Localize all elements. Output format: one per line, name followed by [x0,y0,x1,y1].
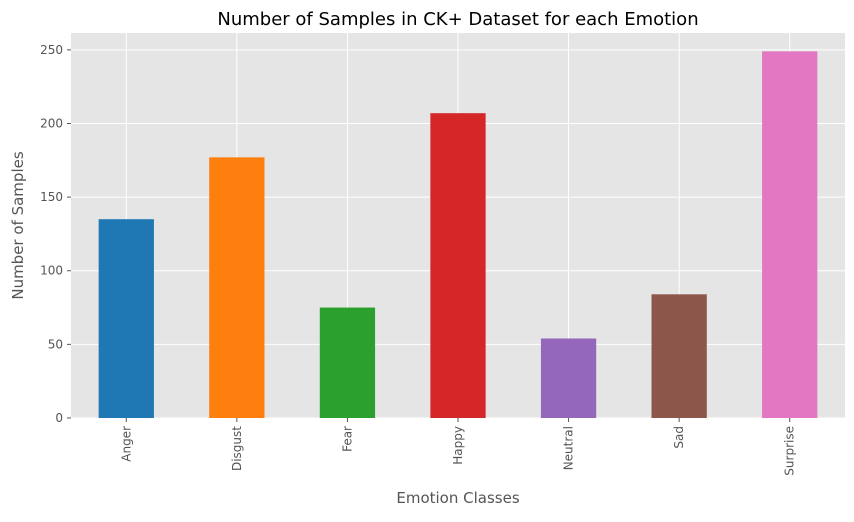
y-axis-label: Number of Samples [9,151,27,299]
y-tick-label: 250 [40,43,63,57]
bar-neutral [540,338,597,418]
chart-title: Number of Samples in CK+ Dataset for eac… [217,9,698,30]
y-tick-label: 150 [40,190,63,204]
y-tick-label: 0 [55,411,63,425]
x-tick-label: Fear [340,426,354,452]
x-tick-label: Happy [451,426,465,465]
x-tick-label: Sad [672,426,686,449]
y-tick-label: 100 [40,264,63,278]
bar-happy [430,113,486,418]
x-tick-label: Anger [119,426,133,462]
x-axis-ticks: Anger Disgust Fear Happy Neutral Sad Surprise [119,418,797,476]
bars [98,51,818,419]
x-tick-label: Neutral [562,426,576,470]
x-axis-label: Emotion Classes [396,489,519,507]
x-tick-label: Disgust [230,426,244,471]
bar-fear [319,307,376,418]
x-tick-label: Surprise [783,426,797,476]
bar-sad [651,294,707,418]
y-tick-label: 50 [48,337,63,351]
y-axis-ticks: 0 50 100 150 200 250 [40,43,71,425]
bar-surprise [762,51,818,418]
bar-anger [98,219,154,418]
y-tick-label: 200 [40,116,63,130]
bar-disgust [209,157,265,419]
